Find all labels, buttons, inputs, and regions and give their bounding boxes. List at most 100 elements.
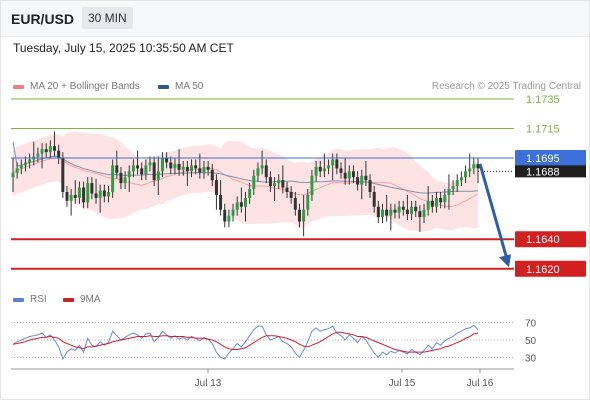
candle-body bbox=[144, 165, 148, 175]
candle-body bbox=[202, 166, 206, 173]
legend-ma50: MA 50 bbox=[158, 81, 203, 92]
candle-body bbox=[36, 153, 40, 157]
candle-body bbox=[252, 175, 256, 190]
candle-body bbox=[260, 165, 264, 169]
candle-body bbox=[268, 177, 272, 187]
candle-body bbox=[434, 197, 438, 207]
candle-body bbox=[459, 177, 463, 181]
candle-body bbox=[401, 206, 405, 210]
candle-body bbox=[472, 163, 476, 169]
candle-body bbox=[331, 159, 335, 166]
candle-body bbox=[289, 191, 293, 198]
x-tick-label-1: Jul 15 bbox=[389, 378, 416, 389]
candle-body bbox=[314, 166, 318, 176]
candle-body bbox=[131, 165, 135, 172]
candle-body bbox=[165, 158, 169, 163]
candle-body bbox=[15, 168, 19, 173]
candle-body bbox=[48, 146, 52, 153]
candle-body bbox=[430, 200, 434, 207]
candle-body bbox=[293, 197, 297, 210]
candle-body bbox=[185, 166, 189, 172]
candle-body bbox=[468, 168, 472, 172]
candle-body bbox=[82, 187, 86, 203]
rsi-tick-label-1: 50 bbox=[525, 336, 537, 347]
candle-body bbox=[206, 166, 210, 170]
rsi-tick-label-0: 30 bbox=[525, 353, 537, 364]
candle-body bbox=[389, 209, 393, 216]
candle-body bbox=[447, 189, 451, 195]
candle-body bbox=[69, 194, 73, 201]
legend-swatch-rsi-ma bbox=[63, 297, 74, 302]
timeframe-selector[interactable]: 30 MIN bbox=[82, 7, 133, 29]
candle-body bbox=[173, 163, 177, 169]
candle-body bbox=[98, 190, 102, 198]
candle-body bbox=[127, 171, 131, 178]
candle-body bbox=[227, 215, 231, 222]
level-badge-4 bbox=[515, 260, 586, 277]
level-label-4: 1.1620 bbox=[526, 264, 560, 276]
candle-body bbox=[210, 169, 214, 181]
candle-body bbox=[239, 202, 243, 207]
candle-body bbox=[23, 162, 27, 166]
rsi-panel: 30 50 70 bbox=[11, 319, 537, 364]
ma20-line bbox=[12, 157, 479, 208]
forecast-arrow bbox=[478, 163, 511, 268]
candle-body bbox=[40, 149, 44, 154]
forecast-arrow-shaft bbox=[478, 163, 509, 260]
legend-label-rsi: RSI bbox=[30, 294, 47, 305]
candle-body bbox=[53, 146, 57, 151]
candle-body bbox=[77, 187, 81, 198]
candle-body bbox=[119, 172, 123, 184]
candle-body bbox=[244, 197, 247, 207]
candle-body bbox=[102, 190, 106, 197]
level-label-2: 1.1695 bbox=[526, 153, 560, 165]
candle-body bbox=[455, 180, 459, 187]
candle-body bbox=[297, 209, 301, 222]
candle-body bbox=[343, 172, 347, 179]
candle-body bbox=[426, 200, 430, 210]
candle-body bbox=[190, 165, 194, 172]
candle-body bbox=[152, 162, 156, 181]
candle-body bbox=[214, 180, 218, 195]
bollinger-band-area bbox=[13, 131, 478, 232]
candle-body bbox=[376, 206, 380, 218]
ma50-line bbox=[12, 141, 479, 194]
candle-body bbox=[156, 171, 160, 181]
chart-timestamp: Tuesday, July 15, 2025 10:35:50 AM CET bbox=[13, 41, 234, 55]
candle-body bbox=[235, 202, 239, 210]
candle-body bbox=[273, 183, 277, 187]
level-label-3: 1.1640 bbox=[526, 234, 560, 246]
legend-label-bollinger: MA 20 + Bollinger Bands bbox=[30, 81, 140, 92]
level-badge-3 bbox=[515, 231, 586, 248]
legend-bollinger: MA 20 + Bollinger Bands bbox=[13, 81, 140, 92]
rsi-ma-line bbox=[12, 331, 479, 353]
candle-body bbox=[256, 168, 260, 176]
candle-body bbox=[422, 209, 426, 218]
candle-body bbox=[451, 186, 455, 190]
legend-rsi: RSI bbox=[13, 294, 47, 305]
candle-body bbox=[318, 166, 322, 172]
candle-body bbox=[393, 209, 397, 213]
candle-body bbox=[327, 165, 331, 169]
candle-body bbox=[169, 162, 173, 169]
candle-body bbox=[385, 209, 389, 216]
candle-body bbox=[360, 175, 364, 185]
x-tick-label-0: Jul 13 bbox=[195, 378, 222, 389]
rsi-line bbox=[12, 324, 479, 361]
research-credit: Research © 2025 Trading Central bbox=[431, 81, 581, 92]
candle-body bbox=[106, 191, 110, 197]
legend-label-ma50: MA 50 bbox=[175, 81, 204, 92]
candle-body bbox=[198, 168, 202, 173]
legend-swatch-bollinger bbox=[13, 84, 24, 89]
candle-body bbox=[405, 209, 409, 215]
current-price-badge bbox=[515, 165, 586, 178]
chart-header: EUR/USD 30 MIN bbox=[0, 0, 590, 37]
candle-body bbox=[111, 165, 115, 192]
candle-body bbox=[439, 197, 443, 203]
candle-body bbox=[285, 187, 289, 192]
candle-body bbox=[347, 171, 351, 179]
legend-swatch-ma50 bbox=[158, 84, 169, 89]
candle-body bbox=[148, 162, 152, 166]
candle-body bbox=[61, 158, 65, 192]
